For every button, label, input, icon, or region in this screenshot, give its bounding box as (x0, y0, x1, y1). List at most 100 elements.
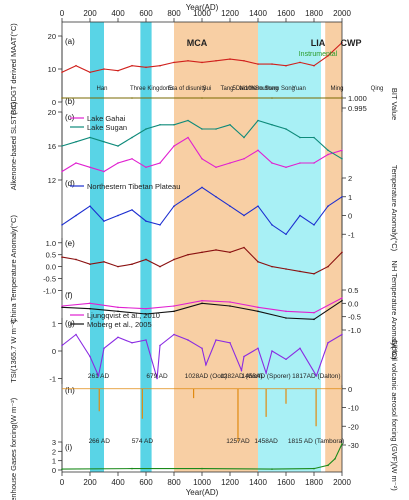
panel-c-series-1-point-18 (313, 136, 315, 139)
panel-d-series-0-point-6 (145, 220, 147, 222)
panel-b-tick-label-1: 1.000 (348, 94, 367, 103)
panel-c-series-1-point-4 (117, 145, 119, 147)
panel-d-series-0-point-4 (117, 214, 119, 217)
panel-h-annotation-2: 1257AD (226, 438, 250, 445)
panel-d-series-0-point-19 (327, 205, 329, 207)
panel-c-series-0-point-0 (61, 170, 63, 173)
top-tick-label-1200: 1200 (221, 9, 239, 18)
panel-i-series-0-point-3 (271, 468, 273, 470)
panel-f-label: (f) (65, 291, 73, 300)
panel-f-tick-label-3: 0.5 (348, 286, 358, 295)
panel-f-series-0-point-2 (117, 306, 119, 309)
panel-c-series-0-point-18 (313, 162, 315, 164)
panel-g-series-0-point-11 (187, 339, 189, 341)
panel-e-series-0-point-17 (299, 270, 301, 273)
top-tick-label-1600: 1600 (277, 9, 295, 18)
panel-f-tick-label-2: 0.0 (348, 299, 358, 308)
panel-g-series-0-point-5 (117, 336, 119, 339)
legend-c-label-1: Lake Sugan (87, 123, 127, 132)
panel-c-label: (c) (65, 113, 75, 122)
panel-d-series-0-point-17 (299, 214, 301, 217)
panel-e-series-0-point-5 (131, 263, 133, 266)
panel-c-series-1-point-19 (327, 149, 329, 152)
panel-c-series-0-point-3 (103, 170, 105, 173)
panel-a-series-0-point-13 (243, 59, 245, 62)
panel-a: 0 10 20 (a) BrGDGT derived MAAT(°C) Han Three … (9, 23, 383, 115)
panel-d-series-0-point-9 (187, 195, 189, 198)
orange-band-1 (325, 22, 342, 472)
panel-b-series-0-point-0 (61, 97, 63, 99)
panel-e-series-0-point-4 (117, 265, 119, 268)
panel-c-series-1-point-16 (285, 128, 287, 130)
panel-d-series-0-point-18 (313, 224, 315, 226)
panel-f-series-1-point-5 (201, 302, 203, 305)
panel-c-series-0-point-13 (243, 157, 245, 160)
panel-f-series-1-point-1 (89, 307, 91, 310)
panel-d-series-0-point-15 (271, 224, 273, 226)
panel-g-tick-label-2: 1 (52, 320, 56, 329)
panel-c-series-1-point-11 (215, 128, 217, 130)
panel-d-series-0-point-8 (173, 205, 175, 207)
panel-i-series-0-point-6 (334, 458, 336, 460)
panel-c-series-0-point-2 (89, 166, 91, 169)
dynasty-label-6: Northern Song (239, 86, 278, 92)
panel-g-series-0-point-19 (265, 372, 267, 374)
top-tick-label-1400: 1400 (249, 9, 267, 18)
panel-c-series-0-point-14 (257, 149, 259, 152)
panel-g-label: (g) (65, 319, 75, 328)
panel-a-series-0-point-17 (299, 61, 301, 64)
panel-g-annotation-2: 1028AD (Oort) (185, 373, 227, 380)
panel-b-series-0-point-3 (271, 97, 273, 99)
panel-e-tick-label-1: -0.5 (43, 275, 56, 284)
panel-f-tick-label-1: -0.5 (348, 313, 361, 322)
panel-h: -30 -20 -10 0 (h) Global volcanic aerosol for… (62, 339, 399, 491)
panel-g-annotation-1: 679 AD (146, 373, 168, 380)
panel-d-series-0-point-3 (103, 220, 105, 222)
panel-h-tick-label-3: 0 (348, 385, 352, 394)
top-tick-label-200: 200 (83, 9, 97, 18)
panel-e-series-0-point-10 (201, 251, 203, 254)
panel-c-series-1-point-1 (75, 140, 77, 143)
cwp-label: CWP (341, 38, 362, 48)
panel-i-series-0-point-1 (131, 467, 133, 470)
panel-h-annotation-1: 574 AD (132, 438, 154, 445)
panel-i-series-0-point-7 (341, 443, 343, 445)
panel-f-tick-label-0: -1.0 (348, 326, 361, 335)
panel-e-tick-label-3: 0.5 (46, 251, 56, 260)
instrumental-label: Instrumental (299, 51, 338, 58)
panel-d-tick-label-3: 2 (348, 174, 352, 183)
bottom-tick-label-1000: 1000 (193, 478, 211, 487)
panel-b-series-0-point-4 (341, 97, 343, 99)
panel-f-series-0-point-4 (173, 305, 175, 307)
panel-f-series-0-point-10 (341, 297, 343, 299)
panel-a-series-0-point-15 (271, 63, 273, 65)
panel-f-series-1-point-6 (229, 305, 231, 307)
panel-g-annotation-4: 1458AD (Sporer) (242, 373, 291, 380)
panel-f-series-0-point-6 (229, 301, 231, 303)
panel-c-series-0-point-8 (173, 145, 175, 147)
panel-c-series-1-point-13 (243, 136, 245, 139)
bottom-tick-label-1600: 1600 (277, 478, 295, 487)
bottom-tick-label-2000: 2000 (333, 478, 351, 487)
panel-i-series-0-point-0 (61, 468, 63, 470)
dynasty-label-5: 5Dai10K (232, 86, 255, 92)
bottom-tick-label-200: 200 (83, 478, 97, 487)
panel-e-series-0-point-1 (75, 258, 77, 261)
panel-i-series-0-point-2 (201, 467, 203, 470)
panel-a-series-0-point-0 (61, 71, 63, 74)
panel-g-series-0-point-20 (271, 350, 273, 352)
panel-a-series-0-point-12 (229, 58, 231, 60)
legend-d-label: Northestern Tibetan Plateau (87, 182, 180, 191)
panel-a-series-0-point-3 (103, 68, 105, 70)
lia-label: LIA (311, 38, 326, 48)
panel-c-series-1-point-7 (159, 123, 161, 126)
legend-f-label-1: Moberg et al., 2005 (87, 320, 152, 329)
panel-e-tick-label-4: 1.0 (46, 239, 56, 248)
panel-b-series-0-point-2 (201, 97, 203, 99)
panel-c-series-0-point-6 (145, 166, 147, 169)
panel-d-series-0-point-1 (75, 214, 77, 217)
panel-e-series-0-point-13 (243, 246, 245, 249)
panel-e-series-0-point-8 (173, 258, 175, 261)
